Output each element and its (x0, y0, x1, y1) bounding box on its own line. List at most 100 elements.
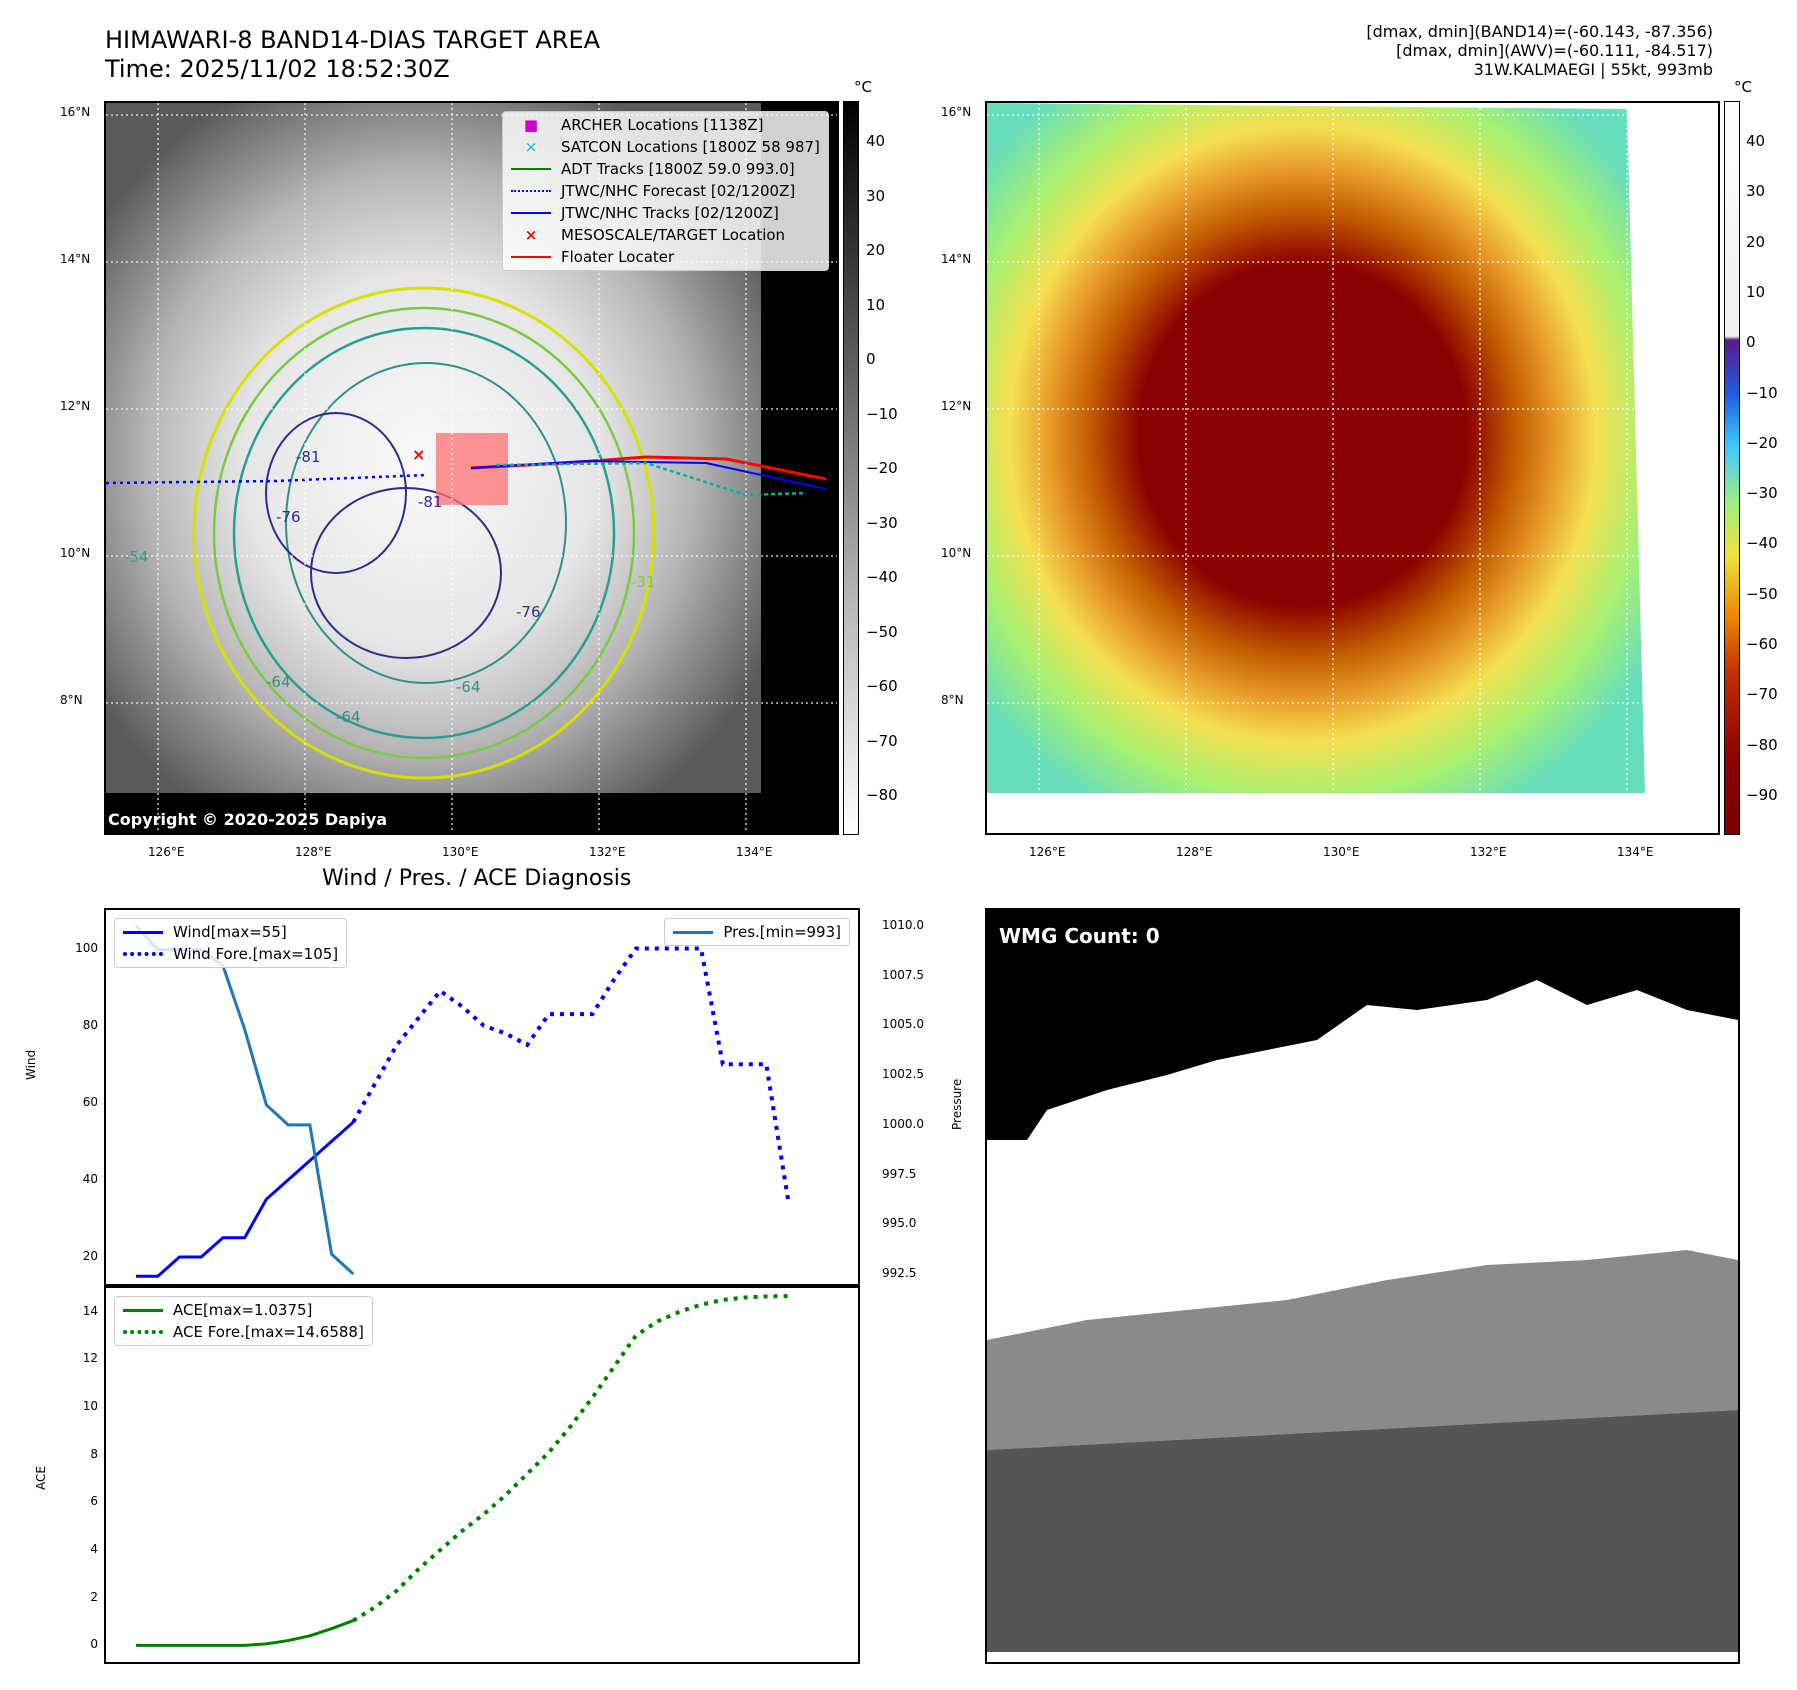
lon-label: 130°E (1323, 845, 1360, 859)
lat-label: 12°N (941, 399, 972, 413)
enhanced-map-graphic (987, 103, 1718, 833)
colorbar-tick: 10 (866, 295, 886, 314)
lat-label: 16°N (60, 105, 91, 119)
colorbar-tick: −60 (1746, 635, 1778, 654)
legend-jtwc-forecast: JTWC/NHC Forecast [02/1200Z] (511, 180, 820, 202)
legend-pressure: Pres.[min=993] (673, 921, 841, 943)
figure-meta: [dmax, dmin](BAND14)=(-60.143, -87.356) … (1366, 22, 1713, 79)
colorbar-tick: −20 (1746, 433, 1778, 452)
contour-label: -54 (124, 548, 149, 566)
enhanced-colorbar (1724, 101, 1740, 835)
meta-line-3: 31W.KALMAEGI | 55kt, 993mb (1473, 60, 1713, 79)
axis-tick-label: 40 (82, 1171, 98, 1186)
colorbar-tick: −40 (866, 568, 898, 586)
legend-wind-forecast: Wind Fore.[max=105] (123, 943, 338, 965)
legend-satcon: × SATCON Locations [1800Z 58 987] (524, 138, 820, 156)
contour-label: -81 (418, 493, 443, 511)
axis-tick-label: 1002.5 (882, 1067, 924, 1082)
ace-legend: ACE[max=1.0375] ACE Fore.[max=14.6588] (114, 1296, 373, 1346)
legend-adt: ADT Tracks [1800Z 59.0 993.0] (511, 158, 820, 180)
pressure-legend: Pres.[min=993] (664, 918, 850, 946)
axis-tick-label: 995.0 (882, 1216, 917, 1231)
legend-jtwc-tracks: JTWC/NHC Tracks [02/1200Z] (511, 202, 820, 224)
lat-label: 10°N (60, 546, 91, 560)
contour-label: -76 (276, 508, 301, 526)
lat-label: 8°N (60, 693, 83, 707)
colorbar-tick: −70 (1746, 685, 1778, 704)
axis-tick-label: 1000.0 (882, 1116, 924, 1131)
series-line (352, 1294, 789, 1623)
colorbar-tick: −10 (1746, 383, 1778, 402)
colorbar-tick: 40 (1746, 132, 1766, 150)
legend-mesoscale: × MESOSCALE/TARGET Location (524, 226, 786, 244)
colorbar-tick: 0 (866, 350, 876, 368)
colorbar-tick: −90 (1746, 786, 1778, 804)
contour-label: -64 (266, 673, 291, 691)
wmg-panel (985, 908, 1740, 1664)
pressure-axis-label: Pressure (950, 1078, 964, 1130)
colorbar-tick: −60 (866, 677, 898, 695)
contour-label: -76 (516, 603, 541, 621)
series-line (134, 924, 355, 1276)
axis-tick-label: 100 (75, 940, 98, 955)
lat-label: 10°N (941, 546, 972, 560)
colorbar-tick: 20 (1746, 232, 1766, 251)
lon-label: 130°E (442, 845, 479, 859)
colorbar-tick: 20 (866, 241, 886, 259)
legend-ace: ACE[max=1.0375] (123, 1299, 364, 1321)
axis-tick-label: 992.5 (882, 1266, 917, 1281)
colorbar-tick: −30 (1746, 484, 1778, 503)
colorbar-tick: −50 (1746, 584, 1778, 603)
series-line (351, 946, 790, 1200)
colorbar-tick: 0 (1746, 333, 1756, 352)
ir-colorbar (843, 101, 859, 835)
colorbar-unit: °C (1734, 78, 1752, 96)
title-line-2: Time: 2025/11/02 18:52:30Z (105, 55, 450, 83)
map-legend: ■ ARCHER Locations [1138Z] × SATCON Locati… (502, 111, 829, 271)
colorbar-tick: −80 (866, 786, 898, 804)
colorbar-tick: 40 (866, 132, 886, 150)
lat-label: 12°N (60, 399, 91, 413)
axis-tick-label: 20 (82, 1249, 98, 1263)
lat-label: 14°N (941, 252, 972, 266)
legend-ace-forecast: ACE Fore.[max=14.6588] (123, 1321, 364, 1343)
wind-pressure-axes: Wind[max=55] Wind Fore.[max=105] Pres.[m… (104, 908, 860, 1286)
wind-legend: Wind[max=55] Wind Fore.[max=105] (114, 918, 348, 968)
axis-tick-label: 1010.0 (882, 917, 924, 932)
lon-label: 126°E (1029, 845, 1066, 859)
lat-label: 16°N (941, 105, 972, 119)
series-line (136, 1619, 354, 1647)
ir-map-panel: × -81 -76 -81 -76 -64 -64 -64 -54 -31 ■ A… (104, 101, 839, 835)
ace-axes: ACE[max=1.0375] ACE Fore.[max=14.6588] (104, 1286, 860, 1664)
axis-tick-label: 12 (82, 1351, 98, 1366)
lon-label: 132°E (589, 845, 626, 859)
svg-text:×: × (412, 445, 425, 464)
colorbar-unit: °C (854, 78, 872, 96)
colorbar-tick: −80 (1746, 735, 1778, 754)
lon-label: 126°E (148, 845, 185, 859)
colorbar-tick: −30 (866, 513, 898, 532)
enhanced-map-panel (985, 101, 1720, 835)
legend-wind: Wind[max=55] (123, 921, 338, 943)
title-line-1: HIMAWARI-8 BAND14-DIAS TARGET AREA (105, 26, 601, 54)
axis-tick-label: 60 (82, 1094, 98, 1109)
axis-tick-label: 1005.0 (882, 1017, 924, 1032)
axis-tick-label: 2 (90, 1589, 98, 1604)
meta-line-2: [dmax, dmin](AWV)=(-60.111, -84.517) (1396, 41, 1713, 60)
colorbar-tick: −20 (866, 459, 898, 477)
colorbar-tick: −50 (866, 622, 898, 641)
figure-title: HIMAWARI-8 BAND14-DIAS TARGET AREA Time: … (105, 26, 600, 84)
axis-tick-label: 997.5 (882, 1166, 917, 1181)
wind-axis-label: Wind (24, 1049, 38, 1080)
colorbar-tick: 10 (1746, 282, 1766, 301)
wmg-count: WMG Count: 0 (993, 922, 1166, 950)
colorbar-tick: −10 (866, 404, 898, 423)
axis-tick-label: 14 (82, 1303, 98, 1318)
ace-axis-label: ACE (34, 1466, 48, 1490)
lon-label: 134°E (736, 845, 773, 859)
lon-label: 128°E (1176, 845, 1213, 859)
copyright-notice: Copyright © 2020-2025 Dapiya (108, 810, 388, 829)
legend-archer: ■ ARCHER Locations [1138Z] (523, 116, 764, 134)
contour-label: -64 (336, 708, 361, 726)
contour-label: -64 (456, 678, 481, 696)
